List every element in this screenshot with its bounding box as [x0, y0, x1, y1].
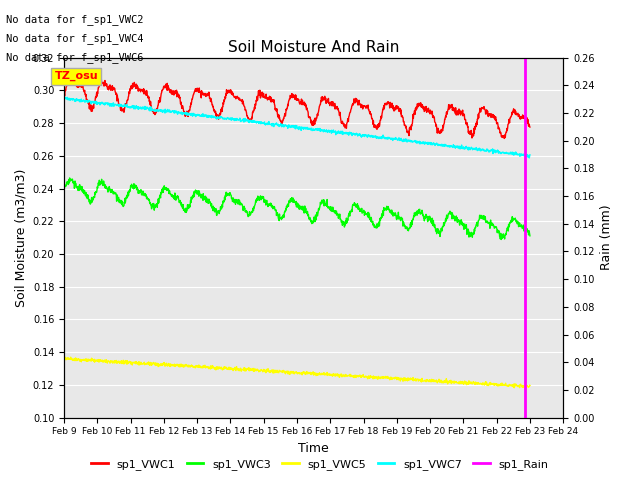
Legend: sp1_VWC1, sp1_VWC3, sp1_VWC5, sp1_VWC7, sp1_Rain: sp1_VWC1, sp1_VWC3, sp1_VWC5, sp1_VWC7, … — [87, 455, 553, 474]
Y-axis label: Rain (mm): Rain (mm) — [600, 205, 613, 270]
Title: Soil Moisture And Rain: Soil Moisture And Rain — [228, 40, 399, 55]
Text: No data for f_sp1_VWC2: No data for f_sp1_VWC2 — [6, 13, 144, 24]
Text: TZ_osu: TZ_osu — [54, 71, 98, 82]
Y-axis label: Soil Moisture (m3/m3): Soil Moisture (m3/m3) — [14, 168, 27, 307]
Text: No data for f_sp1_VWC6: No data for f_sp1_VWC6 — [6, 52, 144, 63]
Text: No data for f_sp1_VWC4: No data for f_sp1_VWC4 — [6, 33, 144, 44]
X-axis label: Time: Time — [298, 442, 329, 455]
